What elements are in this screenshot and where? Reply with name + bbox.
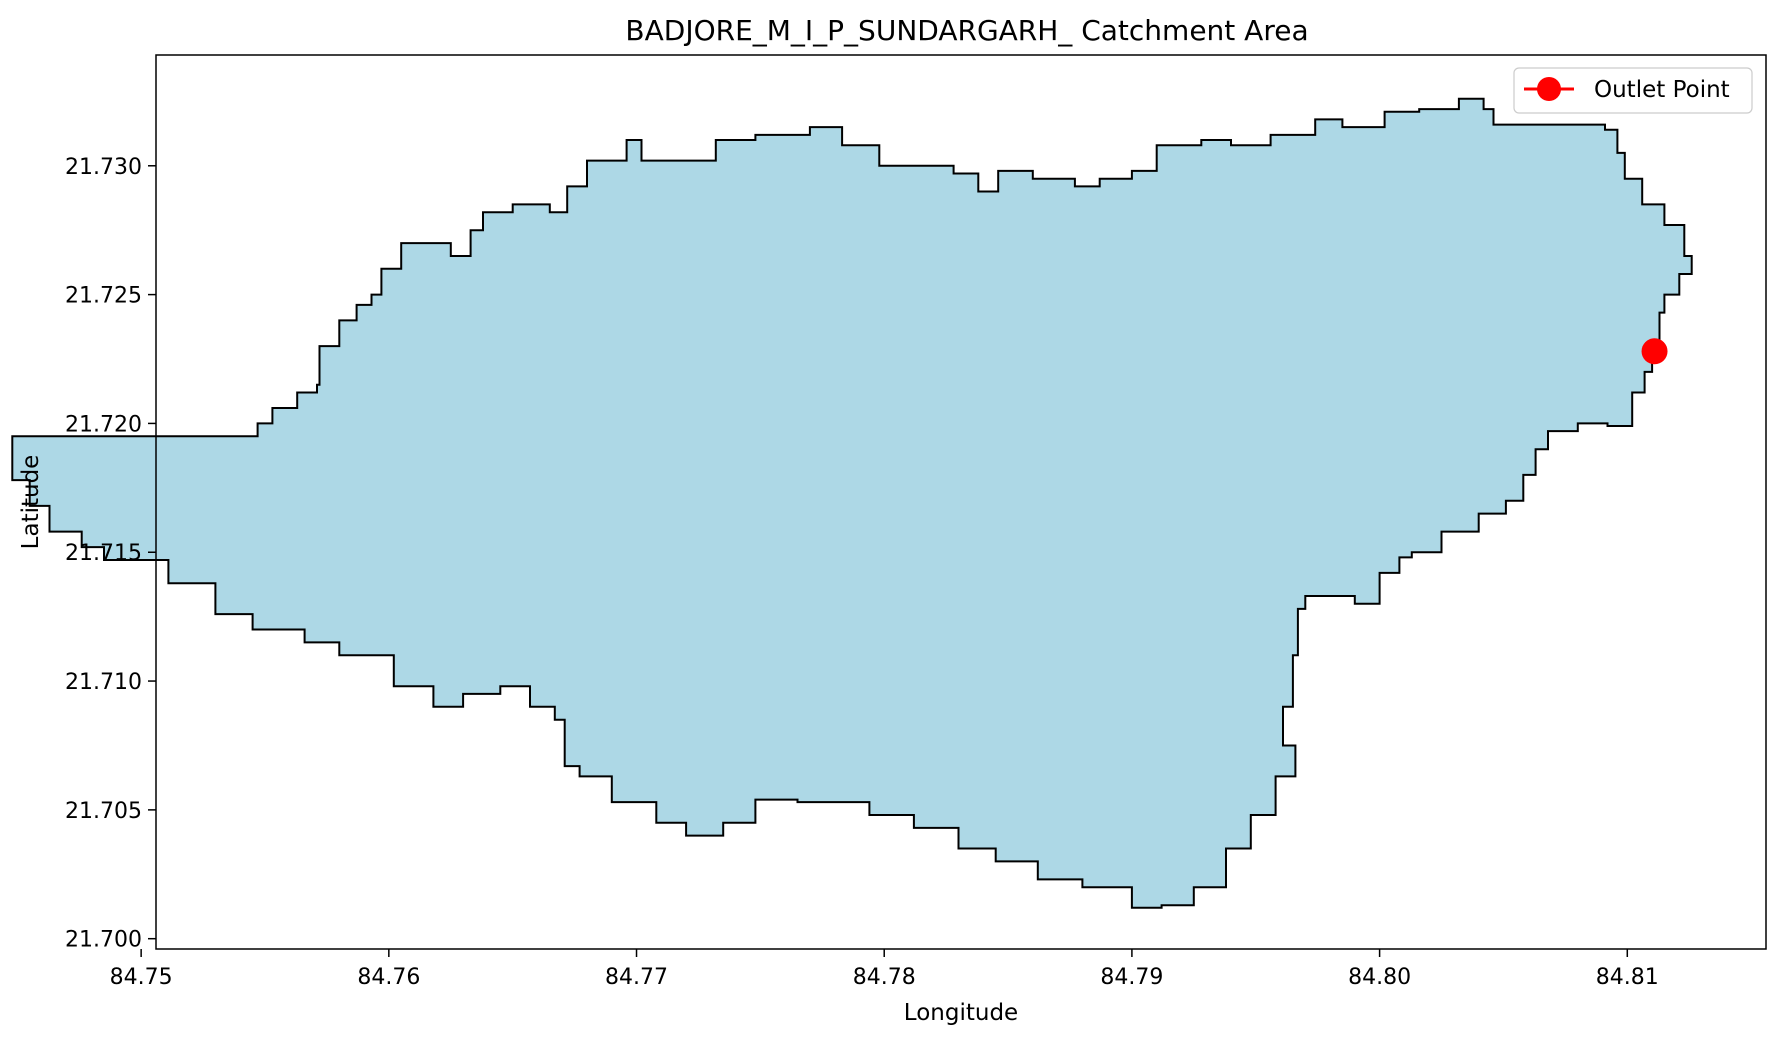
legend-outlet-icon [1537,77,1561,101]
plot-area [11,54,1767,950]
x-tick-label: 84.81 [1596,965,1659,990]
x-tick-label: 84.77 [605,965,668,990]
x-tick-label: 84.80 [1348,965,1411,990]
x-axis-label: Longitude [904,1000,1018,1026]
y-tick-label: 21.720 [65,412,142,437]
chart-title: BADJORE_M_I_P_SUNDARGARH_ Catchment Area [625,14,1308,47]
y-tick-label: 21.730 [65,155,142,180]
axes-frame [155,54,1767,950]
legend: Outlet Point [1513,67,1753,114]
x-tick-label: 84.78 [853,965,916,990]
y-tick-label: 21.705 [65,799,142,824]
y-tick-label: 21.725 [65,284,142,309]
y-tick-label: 21.715 [65,541,142,566]
x-tick-label: 84.79 [1100,965,1163,990]
legend-label-outlet: Outlet Point [1594,77,1730,103]
x-axis: 84.75 84.76 84.77 84.78 84.79 84.80 84.81 [110,949,1659,990]
y-axis-label: Latitude [18,455,44,550]
x-tick-label: 84.76 [357,965,420,990]
x-tick-label: 84.75 [110,965,173,990]
catchment-area-polygon [11,97,1693,909]
y-tick-label: 21.710 [65,670,142,695]
y-tick-label: 21.700 [65,928,142,953]
outlet-point-marker [1641,338,1668,365]
legend-box [1513,67,1753,114]
y-axis: 21.700 21.705 21.710 21.715 21.720 21.725 21.7… [65,155,156,953]
